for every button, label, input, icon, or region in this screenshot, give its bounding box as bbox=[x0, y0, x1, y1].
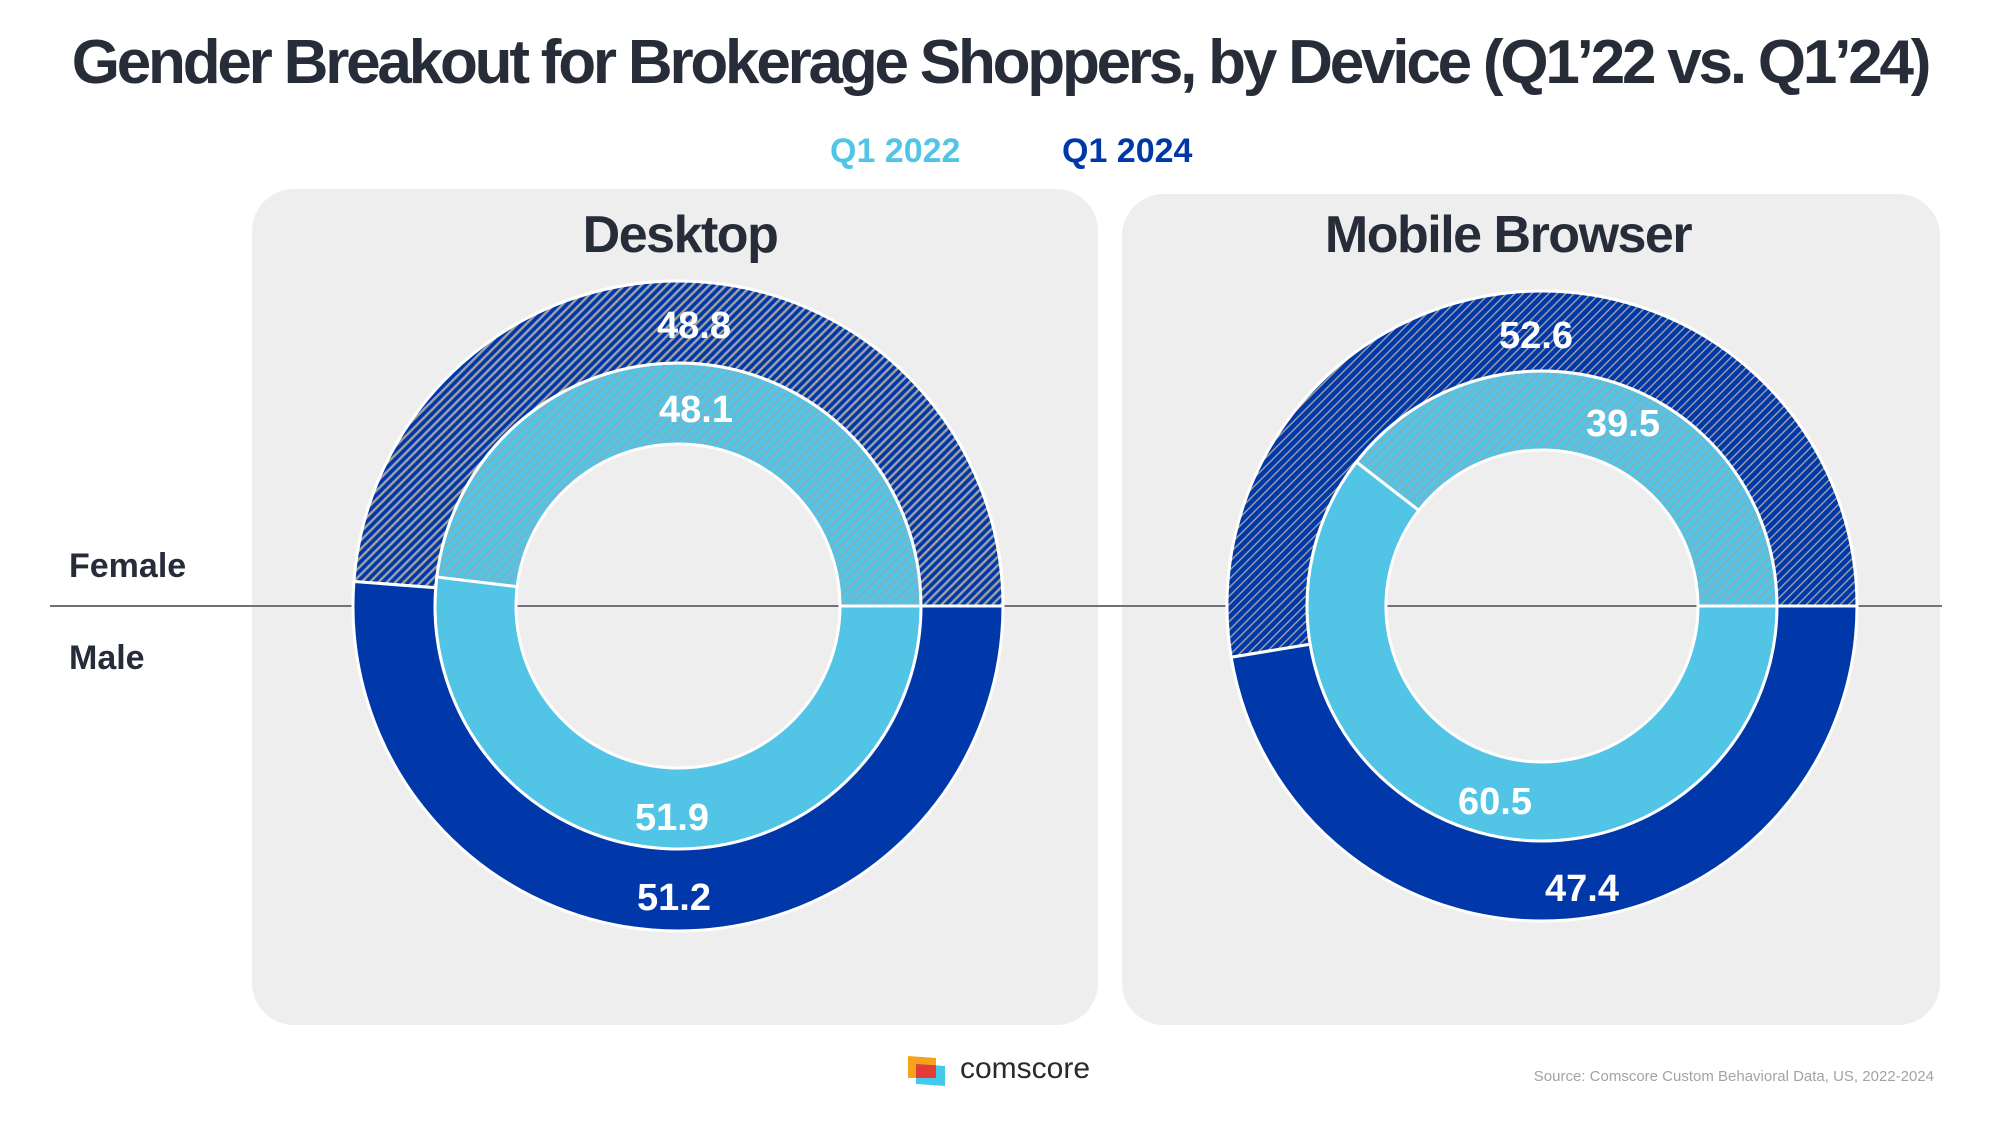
desktop-q1-2024-female-slice bbox=[352, 279, 1005, 608]
desktop-q1-2024-female-label: 48.8 bbox=[657, 305, 731, 347]
legend-item-q1-2024: Q1 2024 bbox=[1062, 132, 1193, 170]
chart-title: Gender Breakout for Brokerage Shoppers, … bbox=[71, 28, 1932, 97]
mobile-browser-q1-2022-male-label: 60.5 bbox=[1458, 781, 1532, 823]
comscore-logo-icon bbox=[908, 1056, 945, 1086]
mobile-browser-q1-2022-female-label: 39.5 bbox=[1586, 403, 1660, 445]
mobile-browser-q1-2024-female-slice bbox=[1225, 289, 1859, 659]
mobile-browser-q1-2024-male-label: 47.4 bbox=[1545, 868, 1619, 910]
desktop-q1-2024-male-slice bbox=[351, 579, 1005, 933]
legend-item-q1-2022: Q1 2022 bbox=[830, 132, 961, 170]
panel-title-mobile-browser: Mobile Browser bbox=[1324, 206, 1693, 264]
desktop-q1-2022-male-label: 51.9 bbox=[635, 797, 709, 839]
desktop-q1-2024-male-label: 51.2 bbox=[637, 877, 711, 919]
source-note: Source: Comscore Custom Behavioral Data,… bbox=[1533, 1068, 1934, 1085]
brand-name: comscore bbox=[960, 1052, 1091, 1085]
panel-title-desktop: Desktop bbox=[582, 206, 779, 264]
row-label-male: Male bbox=[69, 639, 145, 677]
desktop-q1-2022-female-label: 48.1 bbox=[659, 389, 733, 431]
mobile-browser-q1-2024-female-label: 52.6 bbox=[1499, 315, 1573, 357]
row-label-female: Female bbox=[69, 547, 187, 585]
mobile-browser-q1-2024-male-slice bbox=[1229, 604, 1859, 923]
